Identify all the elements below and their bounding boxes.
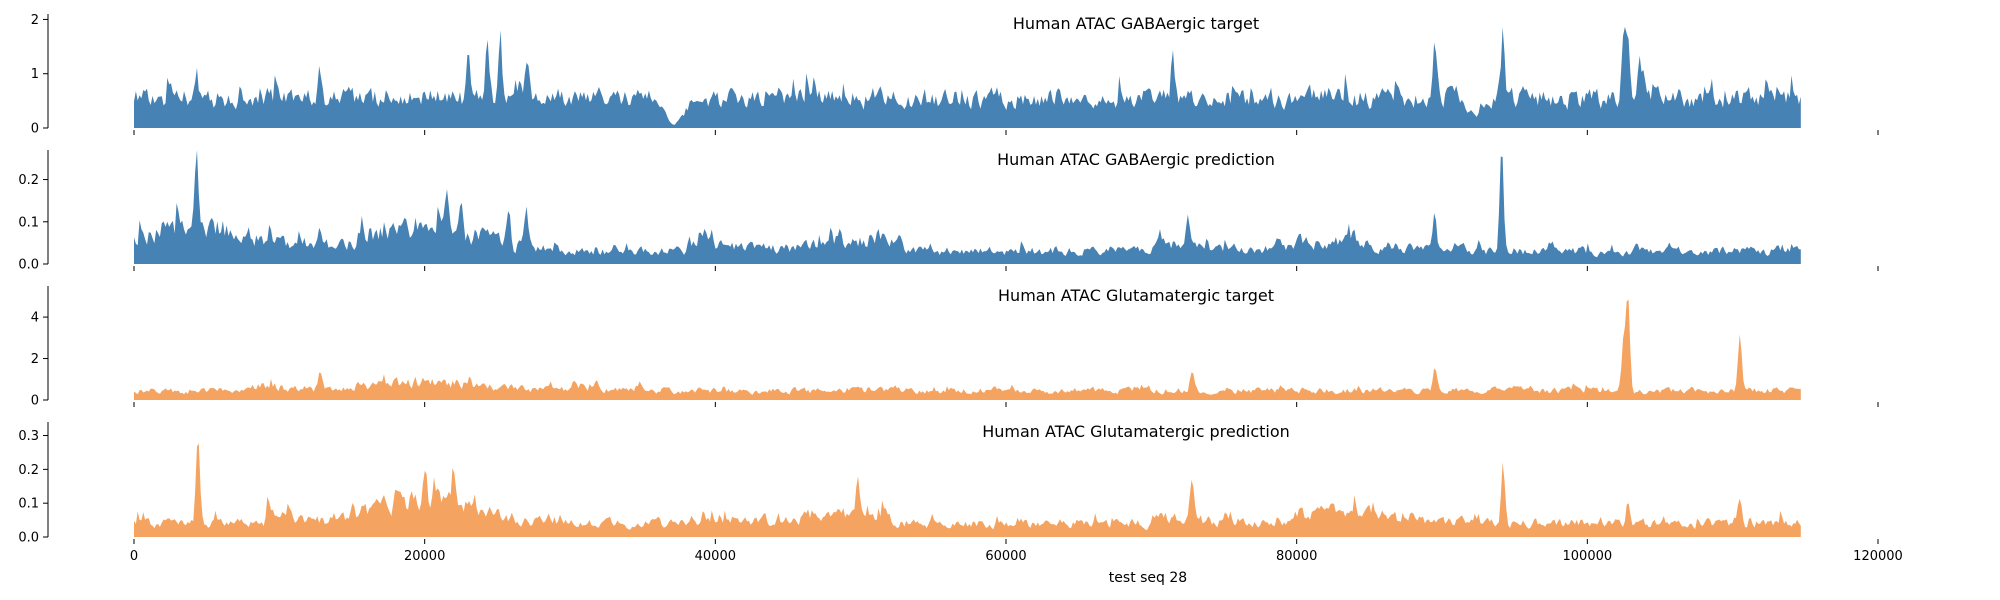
x-tick-label: 80000	[1276, 549, 1317, 564]
panel-2: 0.0 0.1 0.2 Human ATAC GABAergic prediction	[18, 150, 1879, 273]
track-area	[134, 443, 1801, 537]
track-area	[134, 150, 1801, 264]
x-axis-label: test seq 28	[1109, 570, 1187, 586]
track-area	[134, 26, 1801, 128]
y-tick-label: 0	[31, 394, 39, 409]
panel-title: Human ATAC GABAergic target	[1013, 14, 1259, 33]
y-tick-label: 2	[31, 13, 39, 28]
y-tick-label: 0.2	[18, 173, 39, 188]
x-tick-label: 0	[130, 549, 138, 564]
y-tick-label: 0.0	[18, 258, 39, 273]
panel-title: Human ATAC Glutamatergic prediction	[982, 422, 1290, 441]
y-tick-label: 0.1	[18, 497, 39, 512]
track-area	[134, 299, 1801, 400]
y-tick-label: 2	[31, 352, 39, 367]
x-tick-label: 120000	[1853, 549, 1903, 564]
x-tick-label: 20000	[404, 549, 445, 564]
y-tick-label: 0.1	[18, 215, 39, 230]
x-tick-label: 100000	[1563, 549, 1613, 564]
panel-3: 0 2 4 Human ATAC Glutamatergic target	[31, 286, 1879, 409]
panel-title: Human ATAC Glutamatergic target	[998, 286, 1274, 305]
y-tick-label: 0.2	[18, 463, 39, 478]
y-tick-label: 0	[31, 122, 39, 137]
y-tick-label: 4	[31, 311, 39, 326]
x-tick-label: 60000	[985, 549, 1026, 564]
y-tick-label: 0.3	[18, 429, 39, 444]
x-tick-label: 40000	[695, 549, 736, 564]
y-tick-label: 0.0	[18, 531, 39, 546]
panel-1: 0 1 2 Human ATAC GABAergic target	[31, 13, 1879, 137]
y-tick-label: 1	[31, 67, 39, 82]
panel-4: 0.0 0.1 0.2 0.3 0 20000 40000 60000 80000 100000 1…	[18, 422, 1903, 564]
panel-title: Human ATAC GABAergic prediction	[997, 150, 1275, 169]
